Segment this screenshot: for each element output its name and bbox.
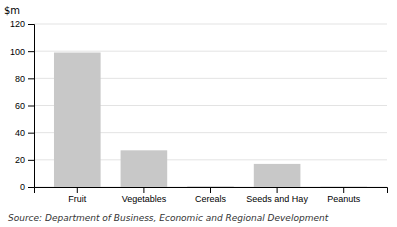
- tick-label: 40: [15, 128, 25, 138]
- tick: 60: [15, 101, 34, 111]
- bar: [320, 186, 367, 187]
- bar: [254, 164, 301, 187]
- tick-label: Peanuts: [327, 194, 361, 204]
- axis-domain: [35, 188, 388, 194]
- tick: Vegetables: [122, 187, 167, 204]
- tick: 100: [10, 47, 34, 57]
- bars: [54, 53, 367, 187]
- tick-mark: [28, 133, 34, 134]
- grid-line: [34, 51, 387, 52]
- tick-label: 120: [10, 19, 25, 29]
- x-axis: Fruit Vegetables Cereals Seeds and Hay Peanu…: [35, 187, 388, 204]
- tick: Seeds and Hay: [246, 187, 308, 204]
- tick-label: Cereals: [195, 194, 227, 204]
- tick-mark: [77, 187, 78, 193]
- tick-mark: [28, 24, 34, 25]
- tick-mark: [28, 187, 34, 188]
- bar: [54, 53, 101, 187]
- tick: 0: [20, 182, 34, 192]
- tick-label: Fruit: [68, 194, 86, 204]
- tick: 120: [10, 19, 34, 29]
- plot: 0 20 40 60 80 100 120 Fruit Vegetables Cereals See…: [10, 19, 388, 204]
- tick: 80: [15, 74, 34, 84]
- tick-mark: [143, 187, 144, 193]
- tick-mark: [28, 106, 34, 107]
- tick: Fruit: [68, 187, 86, 204]
- y-label: $m: [4, 5, 20, 16]
- bar: [121, 150, 168, 187]
- tick-label: Seeds and Hay: [246, 194, 308, 204]
- annotation: Source: Department of Business, Economic…: [8, 213, 329, 223]
- grid-line: [34, 24, 387, 25]
- tick-label: 0: [20, 182, 25, 192]
- tick: 20: [15, 155, 34, 165]
- tick: Peanuts: [327, 187, 361, 204]
- tick-label: Vegetables: [122, 194, 167, 204]
- tick-mark: [28, 51, 34, 52]
- tick-mark: [343, 187, 344, 193]
- axis-domain: [28, 25, 35, 188]
- y-axis: 0 20 40 60 80 100 120: [10, 19, 35, 192]
- bar: [187, 186, 234, 187]
- tick-label: 20: [15, 155, 25, 165]
- tick: Cereals: [195, 187, 227, 204]
- chart: 0 20 40 60 80 100 120 Fruit Vegetables Cereals See…: [0, 0, 397, 227]
- grid: [34, 24, 387, 187]
- tick-label: 80: [15, 74, 25, 84]
- tick-mark: [28, 160, 34, 161]
- tick-mark: [28, 78, 34, 79]
- tick-label: 100: [10, 47, 25, 57]
- tick-mark: [277, 187, 278, 193]
- tick-label: 60: [15, 101, 25, 111]
- tick: 40: [15, 128, 34, 138]
- tick-mark: [210, 187, 211, 193]
